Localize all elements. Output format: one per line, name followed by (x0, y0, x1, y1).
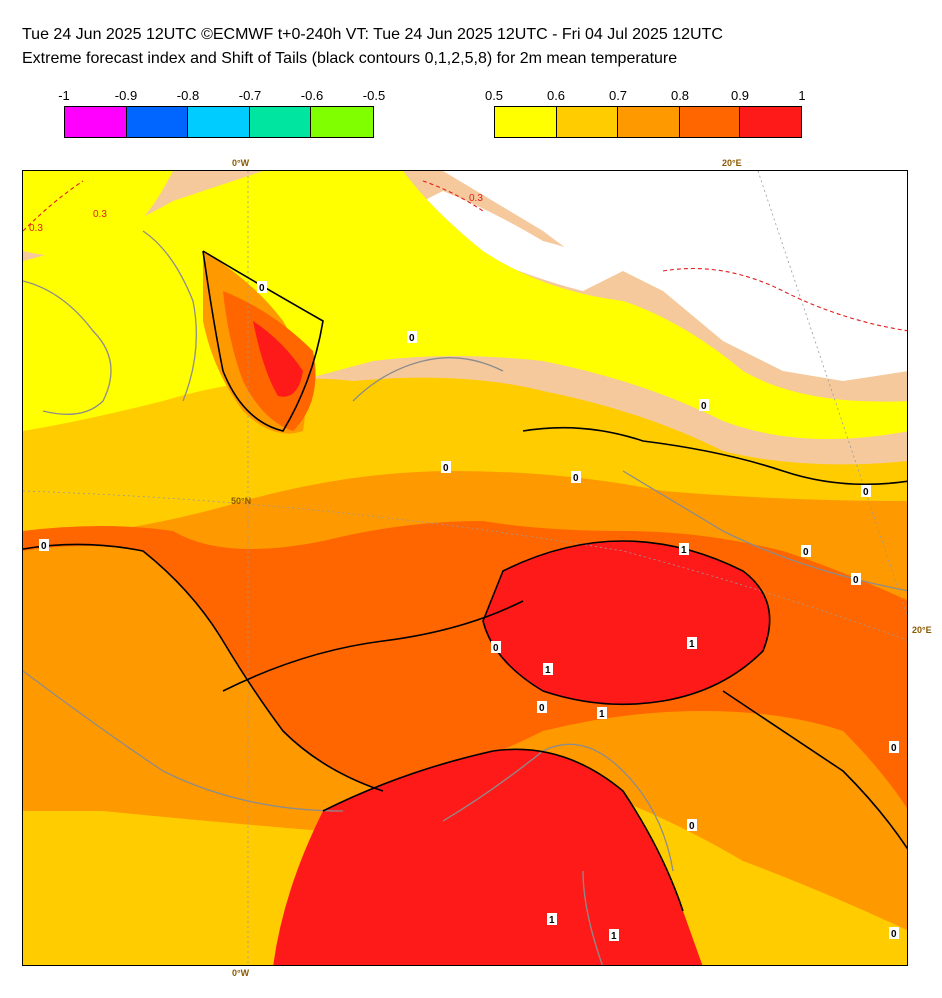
svg-text:0: 0 (443, 463, 449, 474)
legend-tick: -0.8 (176, 88, 200, 103)
lon-label-bottom-0: 0°W (232, 968, 250, 978)
svg-text:0: 0 (891, 929, 897, 940)
contour-label: 1 (543, 663, 553, 676)
lat-label-50: 50°N (231, 496, 251, 506)
legend-swatch (65, 107, 127, 137)
efi-09-south (273, 749, 703, 965)
legend-tick: -0.5 (362, 88, 386, 103)
legend-negative-scale: -1 -0.9 -0.8 -0.7 -0.6 -0.5 (58, 88, 385, 138)
map-title: Tue 24 Jun 2025 12UTC ©ECMWF t+0-240h VT… (22, 26, 723, 43)
legend-swatch (311, 107, 373, 137)
sot-red-dashed (23, 180, 907, 332)
svg-text:0: 0 (803, 547, 809, 558)
legend-swatch (188, 107, 250, 137)
contour-label: 1 (609, 929, 619, 942)
svg-text:1: 1 (549, 915, 555, 926)
sot-contours (23, 250, 907, 912)
legend-swatch (740, 107, 801, 137)
svg-text:1: 1 (681, 545, 687, 556)
contour-label: 0 (889, 927, 899, 940)
legend-tick: -0.9 (114, 88, 138, 103)
legend-tick: 0.7 (608, 88, 628, 103)
svg-text:0: 0 (701, 401, 707, 412)
map-subtitle: Extreme forecast index and Shift of Tail… (22, 50, 678, 67)
contour-label: 0 (441, 461, 451, 474)
efi-09-central (483, 541, 770, 705)
meridian-20 (757, 171, 907, 617)
legend-swatch (495, 107, 557, 137)
contour-label: 0 (801, 545, 811, 558)
northern-sea (23, 171, 907, 381)
svg-text:0: 0 (689, 821, 695, 832)
contour-label: 0 (889, 741, 899, 754)
north-sea-coast (403, 191, 623, 291)
legend-swatch (618, 107, 680, 137)
contour-label: 0 (491, 641, 501, 654)
svg-text:1: 1 (611, 931, 617, 942)
svg-text:0: 0 (41, 541, 47, 552)
legend-positive-scale: 0.5 0.6 0.7 0.8 0.9 1 (485, 88, 806, 138)
contour-label: 0 (861, 485, 871, 498)
legend-tick: 1 (798, 88, 806, 103)
svg-text:0: 0 (409, 333, 415, 344)
efi-map: 0 0 0 0 0 0 0 0 0 0 1 1 1 1 1 1 0 0 0 0 … (22, 170, 908, 966)
contour-label: 0 (407, 331, 417, 344)
legend-tick: 0.9 (730, 88, 750, 103)
lon-label-top-0: 0°W (232, 158, 250, 168)
legend-tick: 0.8 (670, 88, 690, 103)
contour-label: 0 (257, 281, 267, 294)
contour-label: 0 (571, 471, 581, 484)
svg-text:1: 1 (599, 709, 605, 720)
contour-label: 0 (699, 399, 709, 412)
svg-text:0: 0 (539, 703, 545, 714)
red-dashed-label: 0.3 (29, 223, 43, 234)
legend-tick: -1 (58, 88, 70, 103)
legend-swatch (126, 107, 189, 137)
contour-label: 1 (597, 707, 607, 720)
svg-text:0: 0 (891, 743, 897, 754)
svg-text:0: 0 (863, 487, 869, 498)
red-dashed-label: 0.3 (469, 193, 483, 204)
svg-text:0: 0 (573, 473, 579, 484)
lon-label-top-20: 20°E (722, 158, 742, 168)
efi-09-north (253, 321, 303, 397)
contour-label: 0 (39, 539, 49, 552)
red-dashed-label: 0.3 (93, 209, 107, 220)
legend-tick: -0.7 (238, 88, 262, 103)
svg-text:0: 0 (853, 575, 859, 586)
contour-label: 0 (687, 819, 697, 832)
contour-label: 0 (537, 701, 547, 714)
contour-label: 1 (687, 637, 697, 650)
legend-swatch (249, 107, 312, 137)
legend-tick: 0.6 (546, 88, 566, 103)
svg-text:0: 0 (259, 283, 265, 294)
contour-label: 1 (679, 543, 689, 556)
lon-label-right-20: 20°E (912, 625, 932, 635)
red-dashed-labels: 0.3 0.3 0.3 (29, 193, 483, 234)
legend-tick: -0.6 (300, 88, 324, 103)
legend-swatch (679, 107, 741, 137)
svg-text:1: 1 (545, 665, 551, 676)
contour-label: 1 (547, 913, 557, 926)
svg-text:0: 0 (493, 643, 499, 654)
parallel-50 (23, 490, 907, 641)
efi-05-west (23, 171, 173, 256)
map-canvas: 0 0 0 0 0 0 0 0 0 0 1 1 1 1 1 1 0 0 0 0 … (23, 171, 907, 965)
legend-tick: 0.5 (484, 88, 504, 103)
legend-swatch (556, 107, 619, 137)
svg-text:1: 1 (689, 639, 695, 650)
contour-labels: 0 0 0 0 0 0 0 0 0 0 1 1 1 1 1 1 0 0 0 0 (39, 281, 899, 942)
contour-label: 0 (851, 573, 861, 586)
